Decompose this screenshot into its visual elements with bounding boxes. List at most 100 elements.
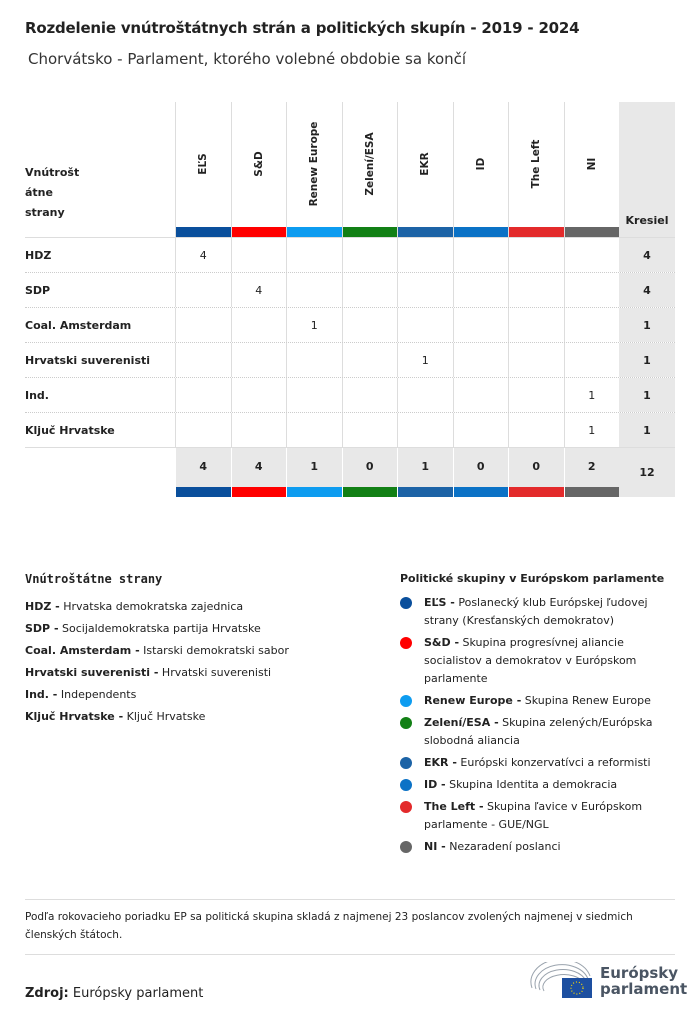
party-abbr: Hrvatski suverenisti - <box>25 666 159 679</box>
seat-cell <box>341 343 398 377</box>
total-seats: 12 <box>619 448 675 497</box>
group-color-bar <box>176 487 231 497</box>
party-abbr: Ind. - <box>25 688 58 701</box>
source: Zdroj: Európsky parlament <box>25 986 204 1001</box>
group-abbr: Renew Europe - <box>424 694 522 707</box>
group-color-dot-icon <box>400 841 412 853</box>
group-total-value: 4 <box>254 460 263 473</box>
party-name: Ind. <box>25 388 49 402</box>
table-row: Ključ Hrvatske 1 1 <box>25 412 675 447</box>
party-full-name: Socijaldemokratska partija Hrvatske <box>62 622 261 635</box>
group-legend-item: EKR - Európski konzervatívci a reformist… <box>400 754 670 772</box>
page-subtitle: Chorvátsko - Parlament, ktorého volebné … <box>28 50 467 68</box>
seat-cell <box>341 413 398 447</box>
group-total: 4 <box>230 448 286 497</box>
group-legend-text: Renew Europe - Skupina Renew Europe <box>424 692 651 710</box>
group-legend-text: EĽS - Poslanecký klub Európskej ľudovej … <box>424 594 670 630</box>
party-legend-item: SDP - Socijaldemokratska partija Hrvatsk… <box>25 618 365 640</box>
seat-cell <box>286 238 342 272</box>
group-total: 2 <box>563 448 619 497</box>
seat-cell <box>230 378 287 412</box>
party-legend-item: Coal. Amsterdam - Istarski demokratski s… <box>25 640 365 662</box>
group-full-name: Skupina Identita a demokracia <box>449 778 618 791</box>
group-total-value: 0 <box>476 460 485 473</box>
party-name: SDP <box>25 283 51 297</box>
group-color-bar <box>287 227 342 237</box>
party-full-name: Istarski demokratski sabor <box>143 644 289 657</box>
table-row: SDP 4 4 <box>25 272 675 307</box>
row-seats: 4 <box>619 273 675 307</box>
group-abbr: The Left - <box>424 800 484 813</box>
group-color-bar <box>564 227 619 237</box>
group-color-dot-icon <box>400 597 412 609</box>
seat-cell <box>508 413 564 447</box>
table-row: Hrvatski suverenisti 1 1 <box>25 342 675 377</box>
group-legend-item: The Left - Skupina ľavice v Európskom pa… <box>400 798 670 834</box>
group-color-bar <box>564 487 619 497</box>
row-seats: 1 <box>619 413 675 447</box>
seat-cell <box>452 238 509 272</box>
group-color-bar <box>231 487 286 497</box>
seat-cell <box>230 238 287 272</box>
seat-cell <box>230 413 287 447</box>
table-row: Coal. Amsterdam 1 1 <box>25 307 675 342</box>
group-color-bar <box>509 227 564 237</box>
group-total-value: 0 <box>365 460 374 473</box>
seat-cell <box>230 308 287 342</box>
group-abbr: NI - <box>424 840 446 853</box>
group-legend-item: NI - Nezaradení poslanci <box>400 838 670 856</box>
group-color-bar <box>176 227 231 237</box>
party-legend-item: Ind. - Independents <box>25 684 365 706</box>
row-seats: 1 <box>619 378 675 412</box>
page-title: Rozdelenie vnútroštátnych strán a politi… <box>25 19 580 37</box>
group-total-value: 1 <box>421 460 430 473</box>
group-color-dot-icon <box>400 779 412 791</box>
group-color-bar <box>231 227 286 237</box>
group-total-value: 1 <box>310 460 319 473</box>
seat-cell <box>286 378 342 412</box>
group-color-dot-icon <box>400 801 412 813</box>
seat-cell <box>563 308 620 342</box>
group-color-dot-icon <box>400 695 412 707</box>
group-column-header: NI <box>563 102 619 237</box>
group-legend-item: ID - Skupina Identita a demokracia <box>400 776 670 794</box>
group-color-bar <box>342 227 397 237</box>
seat-cell <box>397 308 453 342</box>
group-total: 0 <box>452 448 508 497</box>
seat-cell <box>175 413 231 447</box>
seat-cell <box>508 308 564 342</box>
party-full-name: Ključ Hrvatske <box>126 710 206 723</box>
group-abbr: S&D - <box>424 636 460 649</box>
group-abbr: EĽS - <box>424 596 455 609</box>
party-full-name: Hrvatska demokratska zajednica <box>63 600 244 613</box>
group-color-bar <box>342 487 397 497</box>
ep-hemicycle-flag-icon <box>530 962 592 998</box>
seat-cell <box>397 413 453 447</box>
group-column-header: Zelení/ESA <box>341 102 397 237</box>
seat-cell <box>175 273 231 307</box>
seats-header: Kresiel <box>619 102 675 237</box>
totals-row: 4 4 1 0 1 0 0 2 12 <box>25 447 675 497</box>
party-legend-item: HDZ - Hrvatska demokratska zajednica <box>25 596 365 618</box>
group-total: 0 <box>508 448 564 497</box>
groups-legend: Politické skupiny v Európskom parlamente… <box>400 572 670 860</box>
party-abbr: Coal. Amsterdam - <box>25 644 140 657</box>
group-name: Renew Europe <box>308 121 321 207</box>
group-total: 1 <box>286 448 342 497</box>
group-name: EKR <box>419 152 432 176</box>
group-legend-item: Renew Europe - Skupina Renew Europe <box>400 692 670 710</box>
seat-cell <box>508 378 564 412</box>
seat-cell <box>452 308 509 342</box>
parties-legend-title: Vnútroštátne strany <box>25 572 163 586</box>
seat-cell <box>452 378 509 412</box>
party-full-name: Hrvatski suverenisti <box>161 666 272 679</box>
group-color-dot-icon <box>400 757 412 769</box>
group-column-header: EKR <box>397 102 453 237</box>
group-color-bar <box>453 487 508 497</box>
group-total-value: 4 <box>199 460 208 473</box>
seats-table: Vnútrošt átne strany EĽS S&D Renew Europe Z… <box>25 102 675 497</box>
seat-cell <box>563 273 620 307</box>
group-legend-item: S&D - Skupina progresívnej aliancie soci… <box>400 634 670 688</box>
group-color-bar <box>453 227 508 237</box>
seat-cell: 1 <box>563 413 620 447</box>
